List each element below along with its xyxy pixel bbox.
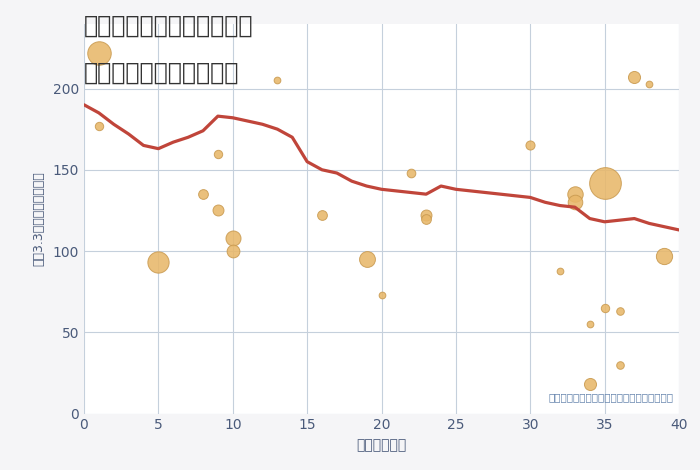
Point bbox=[212, 150, 223, 157]
Point bbox=[272, 77, 283, 84]
Point bbox=[644, 80, 655, 87]
Point bbox=[153, 258, 164, 266]
Point bbox=[599, 179, 610, 187]
Y-axis label: 坪（3.3㎡）単価（万円）: 坪（3.3㎡）単価（万円） bbox=[33, 171, 46, 266]
Text: 円の大きさは、取引のあった物件面積を示す: 円の大きさは、取引のあった物件面積を示す bbox=[548, 392, 673, 402]
Point bbox=[584, 381, 595, 388]
Point bbox=[93, 49, 104, 56]
Point bbox=[421, 215, 432, 222]
Point bbox=[361, 255, 372, 263]
Point bbox=[197, 190, 209, 198]
X-axis label: 築年数（年）: 築年数（年） bbox=[356, 438, 407, 452]
Point bbox=[584, 321, 595, 328]
Point bbox=[93, 122, 104, 130]
Point bbox=[614, 307, 625, 315]
Text: 大阪府大阪市北区曽根崎の: 大阪府大阪市北区曽根崎の bbox=[84, 14, 253, 38]
Point bbox=[659, 252, 670, 260]
Point bbox=[629, 73, 640, 81]
Point bbox=[614, 361, 625, 368]
Text: 築年数別中古戸建て価格: 築年数別中古戸建て価格 bbox=[84, 61, 239, 85]
Point bbox=[525, 141, 536, 149]
Point bbox=[406, 169, 417, 177]
Point bbox=[569, 190, 580, 198]
Point bbox=[599, 304, 610, 312]
Point bbox=[376, 291, 387, 299]
Point bbox=[421, 212, 432, 219]
Point bbox=[212, 207, 223, 214]
Point bbox=[554, 267, 566, 274]
Point bbox=[227, 234, 238, 242]
Point bbox=[227, 247, 238, 255]
Point bbox=[316, 212, 328, 219]
Point bbox=[569, 198, 580, 206]
